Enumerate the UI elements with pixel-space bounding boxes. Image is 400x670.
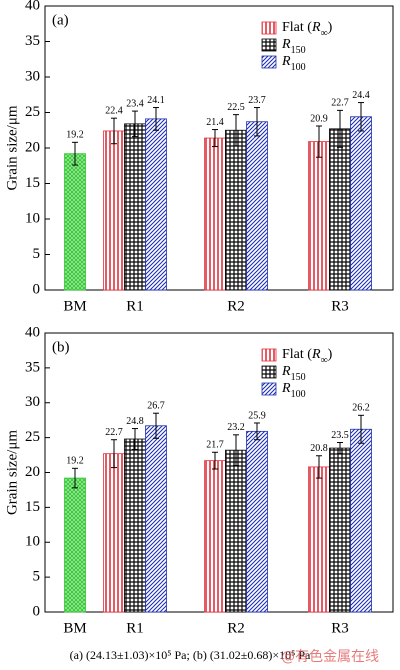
bar xyxy=(204,460,226,613)
bar xyxy=(225,129,247,291)
bar xyxy=(64,477,86,613)
x-tick-label: BM xyxy=(63,298,86,314)
legend-swatch xyxy=(261,365,277,379)
value-label: 23.2 xyxy=(227,422,245,433)
legend-label: Flat (R∞) xyxy=(282,347,333,366)
y-tick-label: 0 xyxy=(33,281,41,297)
x-tick-label: R2 xyxy=(227,620,245,636)
y-tick-label: 40 xyxy=(25,0,40,13)
panel-label: (b) xyxy=(52,339,70,355)
bar xyxy=(124,123,146,291)
value-label: 22.7 xyxy=(105,427,123,438)
y-tick-label: 20 xyxy=(25,464,40,480)
value-label: 19.2 xyxy=(66,130,84,141)
value-label: 23.5 xyxy=(331,430,349,441)
y-tick-label: 40 xyxy=(25,324,40,340)
legend-label: R100 xyxy=(281,54,306,73)
value-label: 23.7 xyxy=(248,95,266,106)
value-label: 26.2 xyxy=(352,403,370,414)
bar xyxy=(225,449,247,613)
bar xyxy=(145,118,167,291)
bar xyxy=(204,137,226,291)
x-tick-label: R2 xyxy=(227,298,245,314)
legend-label: R150 xyxy=(281,364,306,383)
watermark: @有色金属在线 xyxy=(281,648,379,665)
legend-swatch xyxy=(261,38,277,52)
legend-label: R150 xyxy=(281,37,306,56)
bar xyxy=(308,466,330,613)
bar xyxy=(145,425,167,613)
bar xyxy=(124,438,146,613)
y-tick-label: 20 xyxy=(25,139,40,155)
value-label: 20.9 xyxy=(310,113,328,124)
value-label: 20.8 xyxy=(310,443,328,454)
bar xyxy=(246,121,268,291)
value-label: 24.8 xyxy=(126,416,144,427)
y-tick-label: 25 xyxy=(25,429,40,445)
caption: (a) (24.13±1.03)×10⁵ Pa; (b) (31.02±0.68… xyxy=(70,648,311,662)
legend-label: R100 xyxy=(281,381,306,400)
x-tick-label: R3 xyxy=(331,620,349,636)
legend-swatch xyxy=(261,55,277,69)
x-tick-label: R1 xyxy=(126,620,144,636)
legend-swatch xyxy=(261,348,277,362)
value-label: 22.7 xyxy=(331,98,349,109)
y-tick-label: 5 xyxy=(33,246,41,262)
bar xyxy=(103,453,125,613)
x-tick-label: R3 xyxy=(331,298,349,314)
value-label: 21.7 xyxy=(206,440,224,451)
x-tick-label: BM xyxy=(63,620,86,636)
panel-label: (a) xyxy=(52,12,69,28)
x-tick-label: R1 xyxy=(126,298,144,314)
value-label: 23.4 xyxy=(126,98,144,109)
bar xyxy=(308,141,330,291)
y-tick-label: 35 xyxy=(25,33,40,49)
value-label: 24.1 xyxy=(147,95,165,106)
legend-swatch xyxy=(261,21,277,35)
value-label: 24.4 xyxy=(352,90,370,101)
value-label: 22.5 xyxy=(227,102,245,113)
y-tick-label: 15 xyxy=(25,175,40,191)
value-label: 21.4 xyxy=(206,117,224,128)
bar xyxy=(329,447,351,613)
bar xyxy=(350,428,372,613)
bar xyxy=(350,116,372,291)
legend-swatch xyxy=(261,382,277,396)
value-label: 25.9 xyxy=(248,410,266,421)
y-tick-label: 35 xyxy=(25,359,40,375)
bar xyxy=(329,128,351,291)
legend-label: Flat (R∞) xyxy=(282,20,333,39)
value-label: 26.7 xyxy=(147,401,165,412)
bar xyxy=(64,153,86,291)
y-tick-label: 30 xyxy=(25,394,40,410)
y-tick-label: 5 xyxy=(33,569,41,585)
y-tick-label: 25 xyxy=(25,104,40,120)
bar xyxy=(103,130,125,291)
y-axis-label: Grain size/μm xyxy=(4,105,20,190)
bar xyxy=(246,430,268,613)
y-tick-label: 15 xyxy=(25,499,40,515)
y-axis-label: Grain size/μm xyxy=(4,430,20,515)
y-tick-label: 30 xyxy=(25,68,40,84)
y-tick-label: 0 xyxy=(33,603,41,619)
value-label: 19.2 xyxy=(66,456,84,467)
value-label: 22.4 xyxy=(105,105,123,116)
y-tick-label: 10 xyxy=(25,534,40,550)
y-tick-label: 10 xyxy=(25,210,40,226)
